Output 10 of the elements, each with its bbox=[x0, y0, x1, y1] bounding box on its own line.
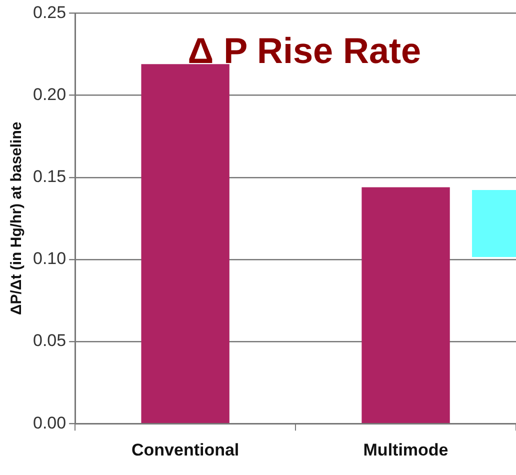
text: Δ P Rise Rate bbox=[188, 30, 422, 72]
y-tick-label: 0.25 bbox=[32, 2, 66, 22]
y-tick-label: 0.10 bbox=[32, 249, 66, 268]
x-tick-label: Conventional bbox=[131, 440, 240, 460]
y-tick-label: 0.00 bbox=[32, 413, 66, 432]
y-axis-title: ΔP/Δt (in Hg/hr) at baseline bbox=[8, 122, 26, 316]
y-tick-label: 0.05 bbox=[32, 331, 66, 350]
y-tick-label: 0.20 bbox=[32, 84, 66, 104]
y-tick-label: 0.15 bbox=[32, 167, 66, 186]
x-tick-label: Multimode bbox=[363, 440, 448, 460]
